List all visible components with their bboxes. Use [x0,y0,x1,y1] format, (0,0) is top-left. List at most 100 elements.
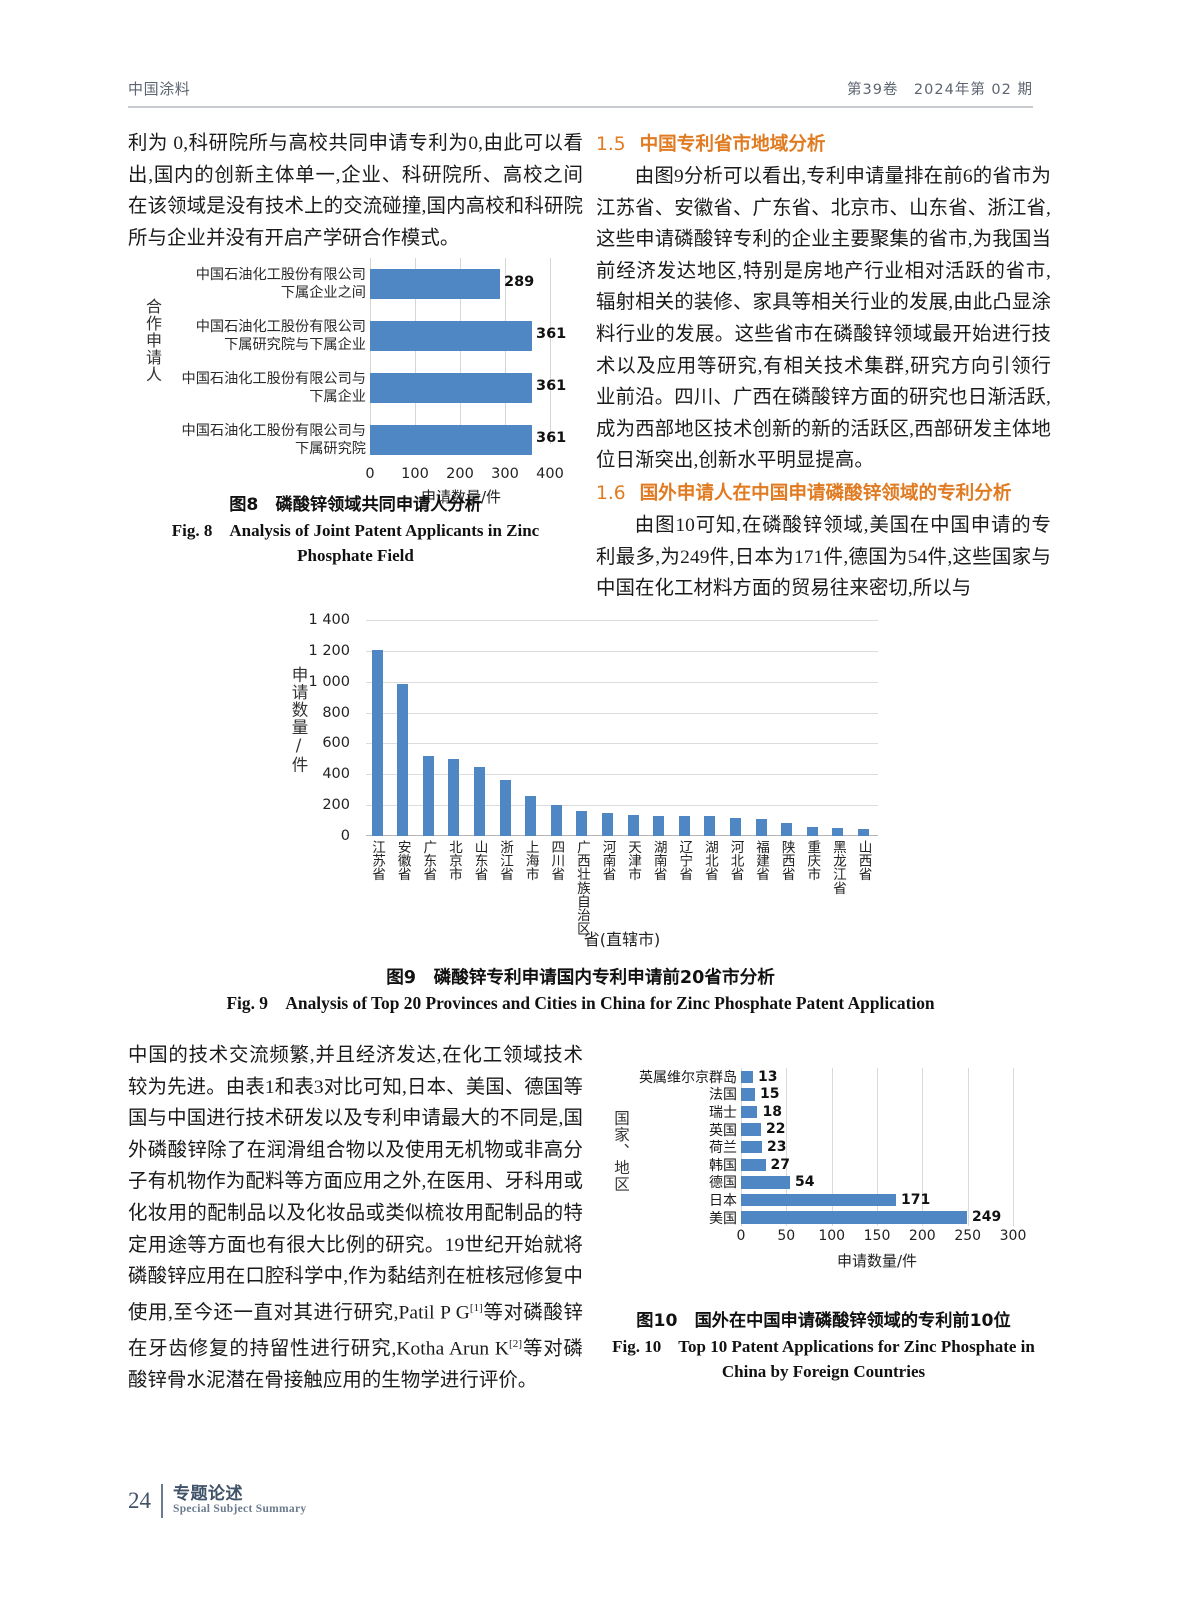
fig9-xlabel-8: 广西壮族自治区 [573,840,590,936]
fig9-xlabel-0: 江苏省 [369,840,386,881]
fig8-value-2: 361 [536,378,567,394]
fig9-ytick-4: 800 [322,704,350,721]
fig9-bar-0 [371,650,383,836]
figure-10-chart: 国家、地区 英属维尔京群岛 法国 瑞士 英国 荷兰 韩国 德国 日本 美国 13 [604,1058,1044,1288]
footer-section-en: Special Subject Summary [173,1502,307,1515]
fig9-xlabel-1: 安徽省 [394,840,411,881]
fig8-value-3: 361 [536,430,567,446]
fig8-bar-1 [370,321,533,351]
fig8-xtick-1: 100 [401,466,429,482]
fig10-xtick-3: 150 [863,1228,891,1244]
section-heading-1-5: 1.5 中国专利省市地域分析 [596,130,1051,160]
fig10-bar-3 [741,1123,761,1136]
fig9-ytick-2: 400 [322,766,350,783]
fig9-bar-5 [499,779,511,836]
running-head: 中国涂料 第39卷 2024年第 02 期 [128,78,1033,99]
fig8-caption-en-2: Phosphate Field [297,546,414,565]
fig9-caption-zh: 图9 磷酸锌专利申请国内专利申请前20省市分析 [386,968,775,988]
fig9-bar-4 [474,767,485,836]
fig10-value-6: 54 [795,1174,815,1191]
fig9-xlabel-15: 福建省 [753,840,770,881]
fig10-bar-4 [741,1140,762,1154]
fig10-cat-7: 日本 [709,1192,737,1209]
fig10-caption-en-2: China by Foreign Countries [721,1362,926,1381]
footer-section-zh: 专题论述 [173,1484,243,1505]
fig9-xlabel-11: 湖南省 [650,840,667,881]
fig9-bar-17 [806,826,818,836]
fig8-xtick-3: 300 [491,466,519,482]
fig10-cat-5: 韩国 [709,1157,737,1174]
fig9-y-axis-title: 申请数量/件 [289,666,308,774]
fig9-xlabel-18: 黑龙江省 [829,840,846,895]
fig9-bar-19 [858,829,869,836]
fig8-value-0: 289 [504,274,535,290]
section-title-1-5: 中国专利省市地域分析 [639,134,826,155]
reference-marker-1: [1] [469,1301,483,1314]
fig9-xlabel-17: 重庆市 [804,840,821,881]
fig9-caption-en: Fig. 9 Analysis of Top 20 Provinces and … [226,993,935,1013]
fig9-bar-11 [653,815,665,836]
fig10-bar-1 [741,1088,755,1101]
fig10-cat-0: 英属维尔京群岛 [639,1069,737,1086]
footer-divider [161,1484,163,1518]
fig8-plot-area: 289 361 361 361 [370,258,566,466]
fig10-value-8: 249 [972,1209,1002,1226]
journal-name: 中国涂料 [128,80,191,98]
fig10-xtick-6: 300 [999,1228,1027,1244]
fig8-category-labels: 中国石油化工股份有限公司 下属企业之间 中国石油化工股份有限公司 下属研究院与下属企… [156,258,366,466]
fig9-xlabel-19: 山西省 [855,840,872,881]
fig10-row-4: 23 [741,1138,1013,1156]
left-column-bottom: 中国的技术交流频繁,并且经济发达,在化工领域技术较为先进。由表1和表3对比可知,… [128,1040,583,1396]
fig9-bar-15 [755,819,767,836]
fig9-ytick-1: 200 [322,797,350,814]
fig9-bar-1 [397,684,409,836]
fig9-xlabel-7: 四川省 [548,840,565,881]
fig9-x-axis-title: 省(直辖市) [583,930,661,949]
fig9-bar-12 [678,815,690,836]
fig8-row-0: 289 [370,258,552,310]
fig8-cat-2: 中国石油化工股份有限公司与 下属企业 [181,371,366,405]
fig9-xlabel-4: 山东省 [471,840,488,881]
fig10-value-7: 171 [901,1191,931,1208]
fig9-bar-10 [627,814,639,836]
issue-info: 第39卷 2024年第 02 期 [846,82,1033,98]
fig9-bar-7 [550,804,562,836]
fig8-row-1: 361 [370,310,566,362]
fig9-bar-16 [781,822,793,836]
fig8-caption-en-1: Fig. 8 Analysis of Joint Patent Applican… [171,521,540,540]
fig8-xtick-2: 200 [446,466,474,482]
fig10-row-3: 22 [741,1121,1013,1139]
fig9-xlabel-12: 辽宁省 [676,840,693,881]
fig8-cat-0: 中国石油化工股份有限公司 下属企业之间 [195,267,366,301]
fig10-plot-area: 13 15 18 22 23 27 [741,1068,1014,1226]
fig10-xtick-2: 100 [818,1228,846,1244]
paragraph-left-top: 利为 0,科研院所与高校共同申请专利为0,由此可以看出,国内的创新主体单一,企业… [128,133,583,249]
fig10-bar-8 [741,1211,967,1224]
fig9-ytick-0: 0 [340,828,350,844]
fig10-xtick-1: 50 [777,1228,796,1244]
left-column-top: 利为 0,科研院所与高校共同申请专利为0,由此可以看出,国内的创新主体单一,企业… [128,128,583,254]
page-number: 24 [128,1488,151,1513]
fig8-row-3: 361 [370,414,566,466]
fig10-xtick-0: 0 [736,1228,746,1244]
header-divider [128,106,1033,108]
fig9-xlabel-3: 北京市 [445,840,462,881]
fig9-y-ticks: 0 200 400 600 800 1 000 1 200 1 400 [280,612,358,844]
fig10-xtick-5: 250 [954,1228,982,1244]
fig10-cat-6: 德国 [709,1175,737,1192]
fig9-bar-3 [448,758,460,836]
right-column-top: 1.5 中国专利省市地域分析 由图9分析可以看出,专利申请量排在前6的省市为江苏… [596,130,1051,605]
fig9-xlabel-9: 河南省 [599,840,616,881]
fig8-caption-zh: 图8 磷酸锌领域共同申请人分析 [229,495,482,515]
fig10-caption-en-1: Fig. 10 Top 10 Patent Applications for Z… [612,1337,1035,1356]
fig9-bar-6 [525,796,537,836]
fig9-plot-area [366,620,878,836]
fig10-bar-2 [741,1105,758,1119]
para-bottom-seg-3: 等对磷酸锌骨水泥潜在骨接触应用的生物学进行评价。 [128,1338,583,1391]
fig8-cat-3: 中国石油化工股份有限公司与 下属研究院 [181,423,366,457]
section-heading-1-6: 1.6 国外申请人在中国申请磷酸锌领域的专利分析 [596,479,1051,509]
fig8-row-2: 361 [370,362,566,414]
fig10-value-5: 27 [770,1156,790,1173]
fig10-value-2: 18 [762,1103,782,1120]
